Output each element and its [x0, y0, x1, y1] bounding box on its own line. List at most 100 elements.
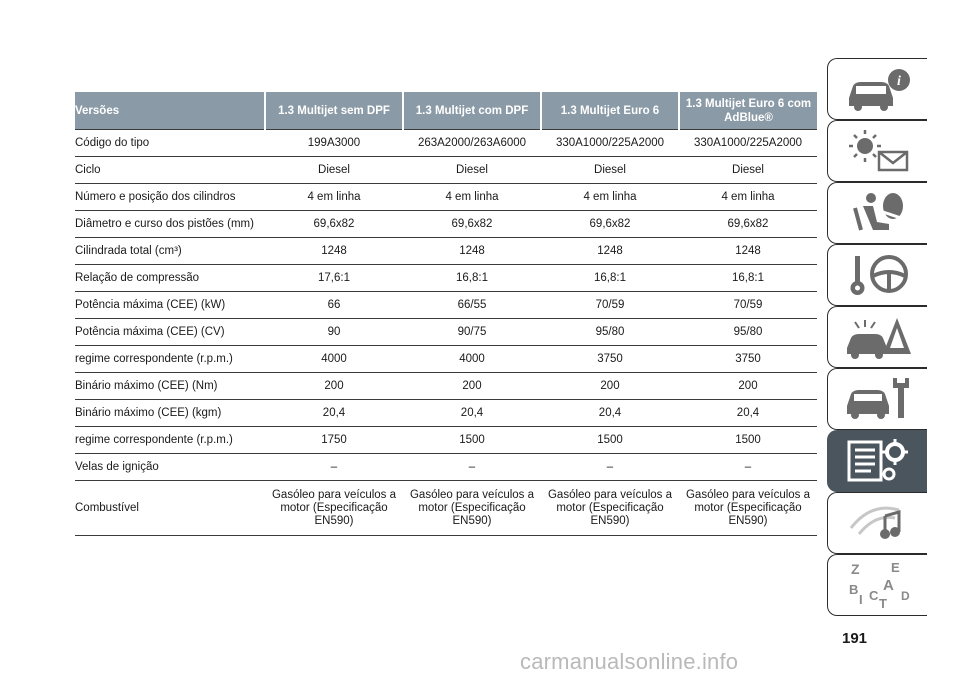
tab-index[interactable]: Z E B A I C D T: [827, 554, 927, 616]
tab-technical-data[interactable]: [827, 430, 927, 492]
table-cell: 1248: [541, 237, 679, 265]
table-cell: 200: [679, 372, 817, 400]
header-version-4: 1.3 Multijet Euro 6 com AdBlue®: [678, 92, 817, 130]
table-cell: 199A3000: [265, 129, 403, 157]
alphabetical-index-icon: Z E B A I C D T: [849, 560, 910, 610]
table-row: regime correspondente (r.p.m.) 1750 1500…: [75, 426, 817, 454]
row-label: Diâmetro e curso dos pistões (mm): [75, 210, 265, 238]
table-row: Código do tipo 199A3000 263A2000/263A600…: [75, 129, 817, 157]
row-label: Velas de ignição: [75, 453, 265, 481]
table-row: Ciclo Diesel Diesel Diesel Diesel: [75, 156, 817, 184]
tab-safety[interactable]: [827, 182, 927, 244]
table-cell: 95/80: [541, 318, 679, 346]
tab-knowing-your-car[interactable]: i: [827, 58, 927, 120]
svg-text:Z: Z: [851, 561, 860, 577]
table-row: Cilindrada total (cm³) 1248 1248 1248 12…: [75, 237, 817, 265]
page-number: 191: [842, 630, 868, 647]
tab-maintenance[interactable]: [827, 368, 927, 430]
table-cell: 90/75: [403, 318, 541, 346]
table-cell: 263A2000/263A6000: [403, 129, 541, 157]
table-row: Número e posição dos cilindros 4 em linh…: [75, 183, 817, 211]
svg-text:A: A: [883, 577, 894, 594]
table-cell: Diesel: [265, 156, 403, 184]
row-label: regime correspondente (r.p.m.): [75, 426, 265, 454]
table-row: Potência máxima (CEE) (CV) 90 90/75 95/8…: [75, 318, 817, 346]
key-steering-wheel-icon: [850, 255, 908, 295]
table-cell: 3750: [679, 345, 817, 373]
technical-data-gear-icon: [847, 439, 908, 482]
tab-emergency[interactable]: [827, 306, 927, 368]
header-version-1: 1.3 Multijet sem DPF: [264, 92, 403, 130]
table-cell: 330A1000/225A2000: [679, 129, 817, 157]
table-cell: 330A1000/225A2000: [541, 129, 679, 157]
svg-text:C: C: [869, 588, 879, 603]
tab-starting-driving[interactable]: [827, 244, 927, 306]
table-row: Binário máximo (CEE) (kgm) 20,4 20,4 20,…: [75, 399, 817, 427]
row-label: Potência máxima (CEE) (kW): [75, 291, 265, 319]
table-cell: 20,4: [265, 399, 403, 427]
row-label: Número e posição dos cilindros: [75, 183, 265, 211]
row-label: Ciclo: [75, 156, 265, 184]
table-cell: 200: [403, 372, 541, 400]
table-cell: 1500: [403, 426, 541, 454]
table-cell: 1750: [265, 426, 403, 454]
table-cell: 1500: [679, 426, 817, 454]
table-cell: 4 em linha: [265, 183, 403, 211]
svg-text:E: E: [891, 560, 900, 575]
chapter-tab-strip: i: [827, 58, 927, 616]
table-cell: 66: [265, 291, 403, 319]
svg-text:B: B: [849, 582, 858, 597]
table-cell: –: [403, 453, 541, 481]
table-cell: 1500: [541, 426, 679, 454]
table-cell: 95/80: [679, 318, 817, 346]
table-row: Potência máxima (CEE) (kW) 66 66/55 70/5…: [75, 291, 817, 319]
table-cell: 20,4: [403, 399, 541, 427]
table-row: Combustível Gasóleo para veículos a moto…: [75, 480, 817, 536]
table-cell: 17,6:1: [265, 264, 403, 292]
table-cell: 1248: [265, 237, 403, 265]
table-cell: Diesel: [541, 156, 679, 184]
table-row: Velas de ignição – – – –: [75, 453, 817, 481]
row-label: Binário máximo (CEE) (Nm): [75, 372, 265, 400]
table-header-row: Versões 1.3 Multijet sem DPF 1.3 Multije…: [75, 92, 817, 130]
table-cell: 200: [265, 372, 403, 400]
table-cell: 3750: [541, 345, 679, 373]
multimedia-music-icon: [849, 506, 900, 539]
table-cell: 66/55: [403, 291, 541, 319]
table-cell: 1248: [403, 237, 541, 265]
table-row: Binário máximo (CEE) (Nm) 200 200 200 20…: [75, 372, 817, 400]
row-label: Código do tipo: [75, 129, 265, 157]
car-info-icon: i: [848, 69, 910, 111]
row-label: Binário máximo (CEE) (kgm): [75, 399, 265, 427]
technical-data-table: Versões 1.3 Multijet sem DPF 1.3 Multije…: [75, 92, 817, 536]
header-version-2: 1.3 Multijet com DPF: [402, 92, 541, 130]
car-maintenance-wrench-icon: [846, 378, 909, 419]
table-cell: 4 em linha: [679, 183, 817, 211]
header-version-3: 1.3 Multijet Euro 6: [540, 92, 679, 130]
table-cell: 16,8:1: [679, 264, 817, 292]
table-cell: 1248: [679, 237, 817, 265]
header-versions: Versões: [75, 92, 265, 130]
row-label: Cilindrada total (cm³): [75, 237, 265, 265]
table-cell: 69,6x82: [403, 210, 541, 238]
tab-warning-lights[interactable]: [827, 120, 927, 182]
table-cell: 70/59: [679, 291, 817, 319]
table-cell: 90: [265, 318, 403, 346]
row-label: Combustível: [75, 480, 265, 536]
table-cell: 16,8:1: [541, 264, 679, 292]
breakdown-warning-triangle-icon: [846, 318, 911, 359]
svg-text:D: D: [901, 589, 910, 603]
row-label: Potência máxima (CEE) (CV): [75, 318, 265, 346]
table-cell: 16,8:1: [403, 264, 541, 292]
table-cell: Gasóleo para veículos a motor (Especific…: [541, 480, 679, 536]
table-row: Diâmetro e curso dos pistões (mm) 69,6x8…: [75, 210, 817, 238]
tab-multimedia[interactable]: [827, 492, 927, 554]
table-cell: 20,4: [679, 399, 817, 427]
watermark: carmanualsonline.info: [520, 649, 739, 674]
table-row: regime correspondente (r.p.m.) 4000 4000…: [75, 345, 817, 373]
row-label: Relação de compressão: [75, 264, 265, 292]
table-cell: 4000: [403, 345, 541, 373]
table-cell: –: [541, 453, 679, 481]
table-row: Relação de compressão 17,6:1 16,8:1 16,8…: [75, 264, 817, 292]
table-cell: 20,4: [541, 399, 679, 427]
